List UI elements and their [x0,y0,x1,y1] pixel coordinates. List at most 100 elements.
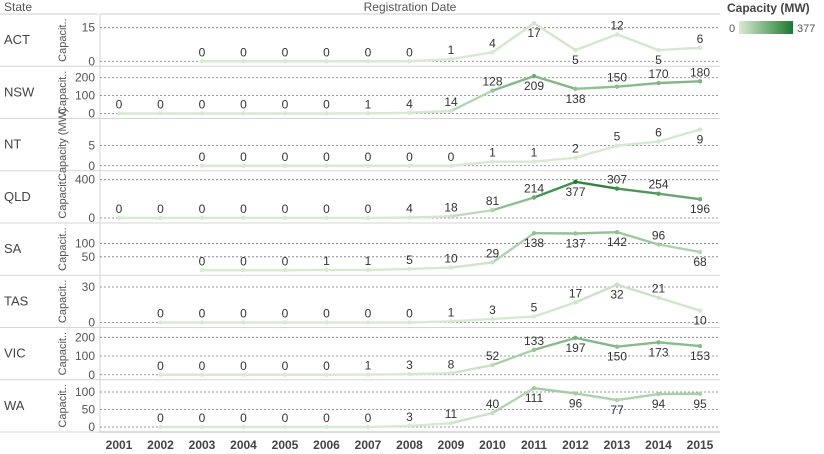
data-point[interactable] [241,372,246,377]
data-point[interactable] [116,215,122,221]
data-point[interactable] [697,308,703,313]
data-point[interactable] [116,111,122,116]
data-point[interactable] [697,127,703,132]
data-point[interactable] [407,163,412,168]
data-point[interactable] [531,314,537,319]
data-point[interactable] [241,59,246,64]
data-point[interactable] [531,231,537,236]
data-point[interactable] [241,215,246,221]
data-point[interactable] [573,391,578,396]
data-point[interactable] [158,215,163,221]
data-point[interactable] [282,59,288,64]
data-point[interactable] [656,295,661,300]
data-point[interactable] [448,420,454,426]
data-point[interactable] [448,265,454,270]
data-point[interactable] [158,320,163,325]
data-point[interactable] [490,410,495,416]
data-point[interactable] [282,163,288,168]
data-point[interactable] [656,340,661,345]
data-point[interactable] [158,424,163,430]
data-point[interactable] [697,79,703,84]
data-point[interactable] [448,108,454,114]
data-point[interactable] [282,215,288,221]
data-point[interactable] [365,424,371,430]
data-point[interactable] [697,391,703,396]
data-point[interactable] [490,208,495,213]
data-point[interactable] [199,163,205,168]
data-point[interactable] [531,159,537,164]
data-point[interactable] [365,215,371,221]
data-point[interactable] [697,45,703,51]
data-point[interactable] [448,371,454,376]
data-point[interactable] [614,186,620,191]
data-point[interactable] [199,215,205,221]
data-point[interactable] [614,32,620,37]
data-point[interactable] [614,229,620,235]
data-point[interactable] [573,155,578,160]
data-point[interactable] [365,111,371,116]
data-point[interactable] [365,59,371,64]
data-point[interactable] [324,372,329,377]
data-point[interactable] [490,316,495,322]
data-point[interactable] [490,50,495,55]
data-point[interactable] [573,86,578,92]
data-point[interactable] [365,163,371,168]
data-point[interactable] [241,424,246,430]
data-point[interactable] [282,320,288,325]
data-point[interactable] [365,372,371,377]
data-point[interactable] [448,214,454,219]
data-point[interactable] [656,139,661,144]
data-point[interactable] [614,84,620,89]
data-point[interactable] [697,249,703,255]
data-point[interactable] [199,424,205,430]
data-point[interactable] [407,371,412,377]
data-point[interactable] [241,163,246,168]
data-point[interactable] [282,111,288,116]
data-point[interactable] [448,56,454,62]
data-point[interactable] [407,423,412,429]
data-point[interactable] [531,347,537,353]
data-point[interactable] [199,59,205,64]
data-point[interactable] [656,191,661,196]
data-point[interactable] [697,343,703,349]
data-point[interactable] [573,179,578,185]
data-point[interactable] [407,266,412,272]
data-point[interactable] [448,319,454,324]
data-point[interactable] [282,372,288,377]
data-point[interactable] [241,111,246,116]
data-point[interactable] [241,268,246,273]
data-point[interactable] [656,242,661,247]
data-point[interactable] [656,80,661,86]
data-point[interactable] [573,231,578,236]
data-point[interactable] [324,267,329,273]
data-point[interactable] [490,159,495,164]
data-point[interactable] [324,215,329,221]
data-point[interactable] [324,59,329,64]
data-point[interactable] [531,385,537,391]
data-point[interactable] [448,163,454,168]
data-point[interactable] [614,397,620,403]
data-point[interactable] [365,267,371,273]
data-point[interactable] [324,111,329,116]
data-point[interactable] [407,320,412,325]
data-point[interactable] [324,424,329,430]
data-point[interactable] [490,88,495,93]
data-point[interactable] [656,391,661,397]
data-point[interactable] [531,73,537,79]
data-point[interactable] [158,111,163,116]
data-point[interactable] [531,21,537,26]
data-point[interactable] [199,372,205,377]
data-point[interactable] [324,163,329,168]
data-point[interactable] [573,335,578,341]
data-point[interactable] [697,197,703,202]
data-point[interactable] [199,320,205,325]
data-point[interactable] [407,215,412,220]
data-point[interactable] [614,282,620,287]
data-point[interactable] [573,47,578,53]
data-point[interactable] [324,320,329,325]
data-point[interactable] [365,320,371,325]
data-point[interactable] [282,268,288,273]
data-point[interactable] [407,110,412,115]
data-point[interactable] [282,424,288,430]
data-point[interactable] [656,47,661,53]
